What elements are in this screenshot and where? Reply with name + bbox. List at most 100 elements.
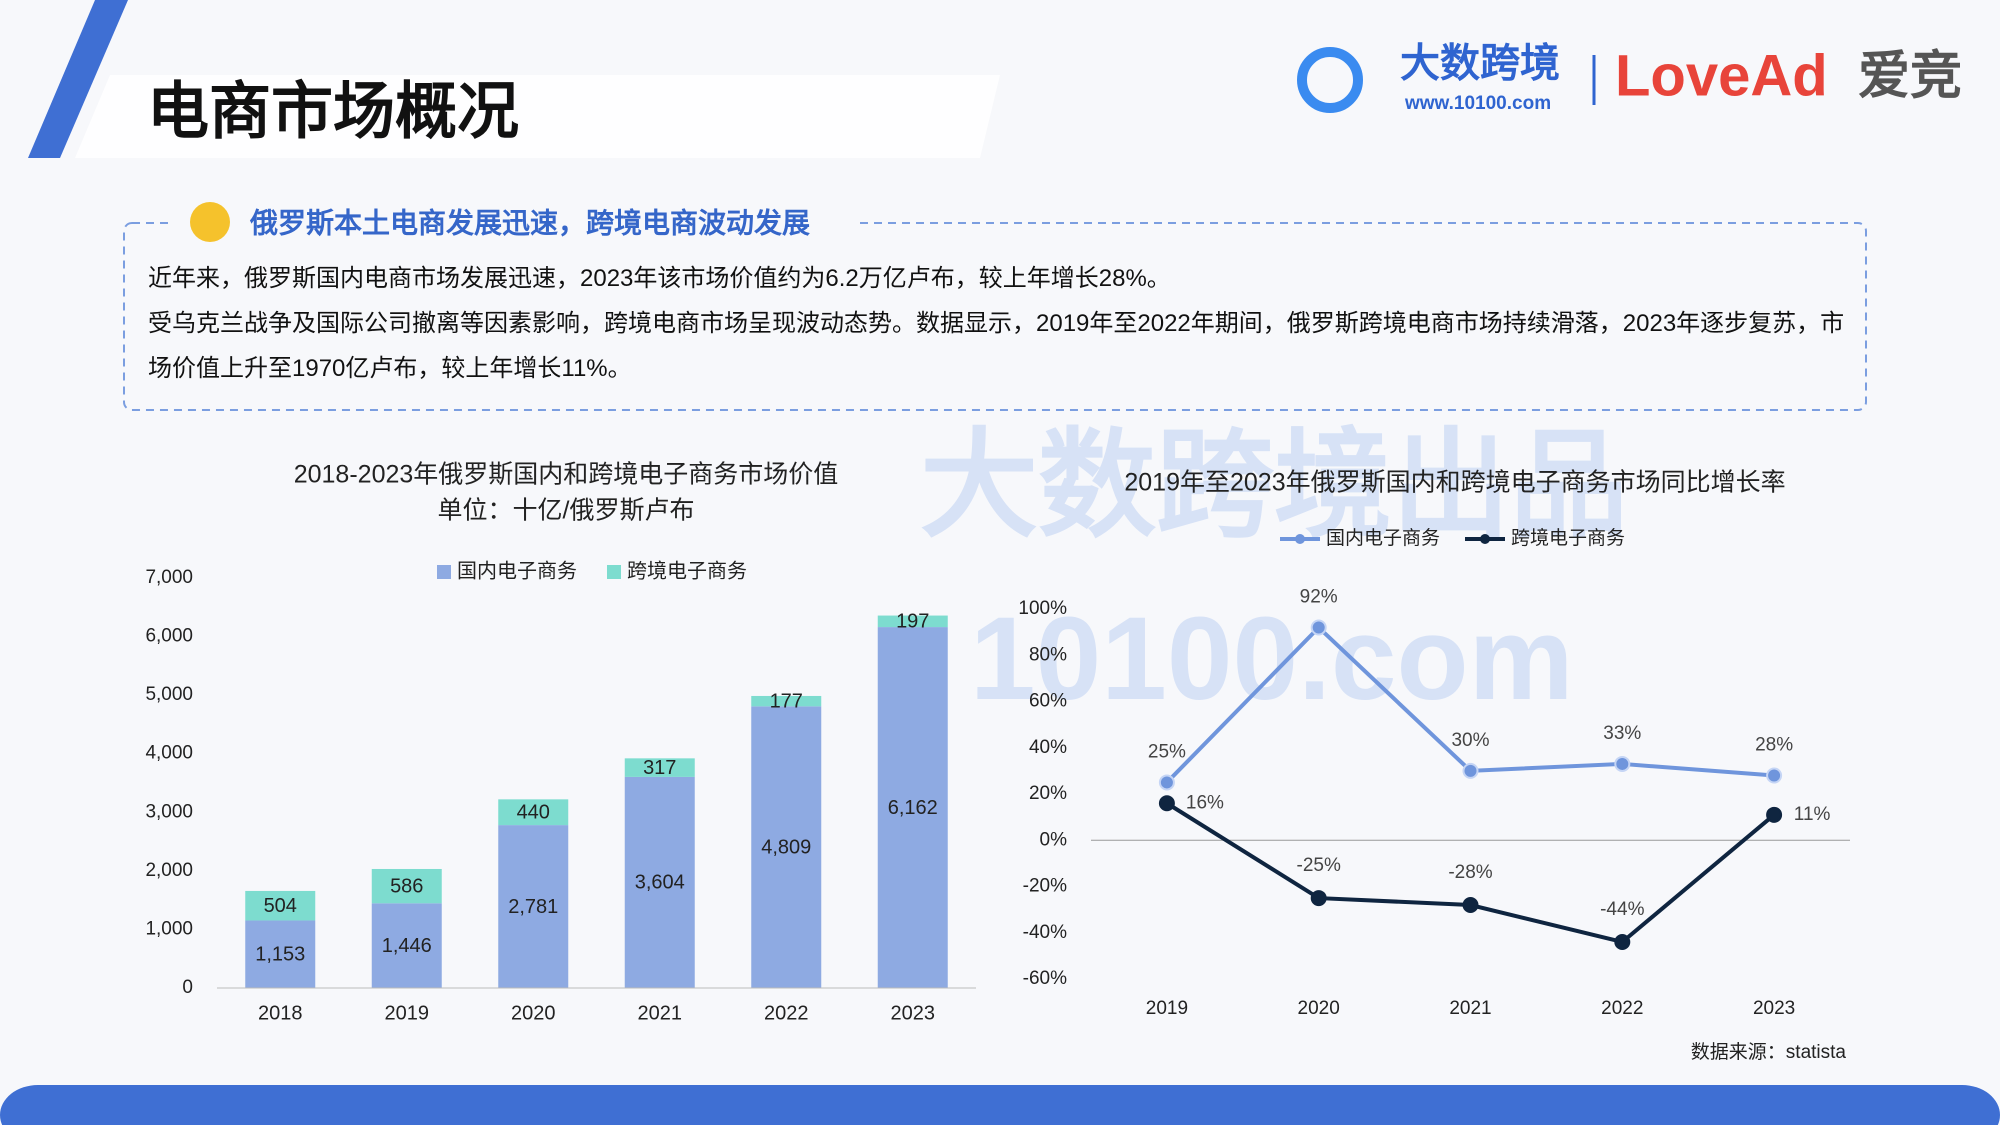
- chart-subtitle: 单位：十亿/俄罗斯卢布: [438, 497, 695, 525]
- data-label: 11%: [1794, 804, 1831, 825]
- chart-title: 2018-2023年俄罗斯国内和跨境电子商务市场价值: [294, 461, 839, 489]
- y-tick-label: -60%: [1023, 968, 1067, 989]
- y-tick-label: -20%: [1023, 876, 1067, 897]
- legend-swatch: [607, 565, 621, 579]
- x-tick-label: 2021: [638, 1002, 683, 1024]
- summary-heading: 俄罗斯本土电商发展迅速，跨境电商波动发展: [249, 206, 810, 238]
- data-label: 317: [643, 757, 676, 779]
- bar-segment: [624, 758, 695, 777]
- data-label: 3,604: [635, 872, 685, 894]
- point: [1158, 774, 1175, 791]
- y-tick-label: 40%: [1029, 737, 1067, 758]
- bar-segment: [498, 825, 569, 988]
- legend-marker: [1480, 534, 1490, 544]
- point: [1310, 619, 1327, 636]
- data-label: 4,809: [761, 836, 811, 858]
- data-label: 197: [896, 611, 929, 633]
- bar-segment: [877, 627, 948, 988]
- data-label: 25%: [1148, 741, 1186, 762]
- y-tick-label: 60%: [1029, 691, 1067, 712]
- brand: LoveAd: [1615, 43, 1828, 108]
- legend-label: 国内电子商务: [1326, 527, 1440, 549]
- legend-swatch: [437, 565, 451, 579]
- data-label: 177: [770, 690, 803, 712]
- x-tick-label: 2020: [511, 1002, 556, 1024]
- x-tick-label: 2022: [764, 1002, 809, 1024]
- legend-label: 跨境电子商务: [1511, 527, 1625, 549]
- data-label: 586: [390, 875, 423, 897]
- point: [1614, 934, 1631, 950]
- logo-url: www.10100.com: [1404, 93, 1551, 114]
- data-label: 92%: [1300, 587, 1338, 608]
- data-label: 504: [264, 895, 297, 917]
- point: [1766, 767, 1783, 784]
- stripe: [28, 0, 128, 158]
- data-label: 33%: [1603, 723, 1641, 744]
- bar-segment: [245, 890, 316, 921]
- bar-segment: [751, 706, 822, 988]
- paragraph: 受乌克兰战争及国际公司撤离等因素影响，跨境电商市场呈现波动态势。数据显示，201…: [148, 310, 1845, 382]
- bar-segment: [371, 868, 442, 904]
- paragraph: 近年来，俄罗斯国内电商市场发展迅速，2023年该市场价值约为6.2万亿卢布，较上…: [148, 265, 1171, 292]
- bar-segment: [624, 776, 695, 988]
- y-tick-label: 100%: [1018, 598, 1067, 619]
- x-tick-label: 2020: [1298, 998, 1340, 1019]
- y-tick-label: 2,000: [145, 860, 193, 881]
- chart-title: 2019年至2023年俄罗斯国内和跨境电子商务市场同比增长率: [1124, 469, 1785, 497]
- data-label: 6,162: [888, 797, 938, 819]
- y-tick-label: 0: [182, 977, 193, 998]
- y-tick-label: 6,000: [145, 626, 193, 647]
- x-tick-label: 2019: [1146, 998, 1188, 1019]
- y-tick-label: -40%: [1023, 922, 1067, 943]
- legend-label: 国内电子商务: [457, 559, 577, 582]
- bar-segment: [245, 920, 316, 988]
- y-tick-label: 7,000: [145, 567, 193, 588]
- point: [1310, 890, 1327, 907]
- source: 数据来源：statista: [1691, 1041, 1847, 1063]
- y-tick-label: 5,000: [145, 684, 193, 705]
- heading-bg: [170, 200, 860, 246]
- x-tick-label: 2022: [1601, 998, 1643, 1019]
- data-label: 1,153: [255, 944, 305, 966]
- watermark: 大数跨境出品: [920, 420, 1628, 552]
- x-tick-label: 2023: [1753, 998, 1795, 1019]
- data-label: 28%: [1755, 735, 1793, 756]
- data-label: 16%: [1186, 792, 1224, 813]
- y-tick-label: 4,000: [145, 743, 193, 764]
- logo-mark: [1297, 47, 1363, 113]
- x-tick-label: 2019: [385, 1002, 430, 1024]
- point: [1462, 762, 1479, 779]
- y-tick-label: 1,000: [145, 918, 193, 939]
- title-band: [75, 75, 1000, 158]
- data-label: 1,446: [382, 935, 432, 957]
- point: [1158, 795, 1175, 812]
- data-label: -28%: [1448, 862, 1492, 883]
- logo-text: 大数跨境: [1400, 42, 1560, 86]
- y-tick-label: 0%: [1040, 829, 1068, 850]
- point: [1614, 755, 1631, 772]
- summary-box: [123, 222, 1867, 411]
- legend-marker: [1295, 534, 1305, 544]
- y-tick-label: 20%: [1029, 783, 1067, 804]
- data-label: -44%: [1600, 899, 1644, 920]
- x-tick-label: 2021: [1449, 998, 1491, 1019]
- bulb-icon: [190, 202, 230, 242]
- legend-label: 跨境电子商务: [627, 559, 747, 582]
- point: [1462, 897, 1479, 913]
- data-label: 440: [517, 802, 550, 824]
- watermark: 10100.com: [970, 593, 1574, 725]
- y-tick-label: 80%: [1029, 644, 1067, 665]
- data-label: -25%: [1297, 855, 1341, 876]
- bar-segment: [751, 695, 822, 707]
- x-tick-label: 2018: [258, 1002, 303, 1024]
- brand-cn: 爱竞: [1858, 48, 1962, 106]
- footer-band: [0, 1085, 2000, 1125]
- data-label: 2,781: [508, 896, 558, 918]
- bar-segment: [371, 903, 442, 988]
- point: [1766, 806, 1783, 823]
- y-tick-label: 3,000: [145, 801, 193, 822]
- bar-segment: [877, 615, 948, 628]
